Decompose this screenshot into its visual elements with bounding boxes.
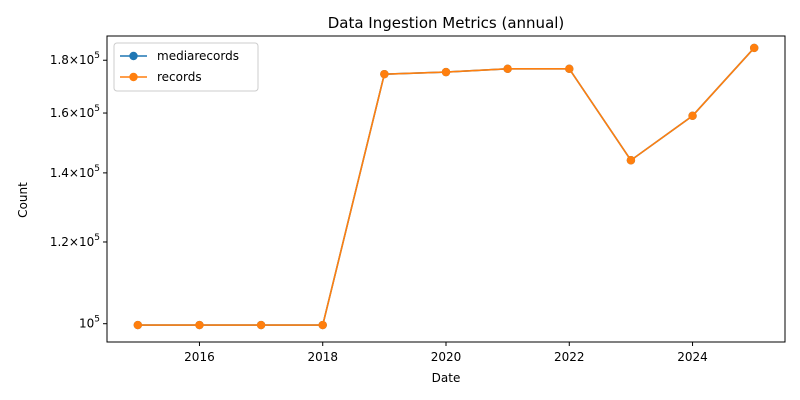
x-tick-label-3: 2022 xyxy=(554,350,585,364)
y-tick-label-0: 105 xyxy=(79,315,100,331)
y-tick-label-3: 1.6×105 xyxy=(50,104,100,120)
y-tick-label-1: 1.2×105 xyxy=(50,233,100,249)
legend-marker-mediarecords xyxy=(129,51,138,61)
legend: mediarecords records xyxy=(113,42,259,92)
legend-entry-records: records xyxy=(120,70,202,84)
y-axis-label: Count xyxy=(16,182,30,218)
x-tick-label-4: 2024 xyxy=(677,350,708,364)
y-tick-label-2: 1.4×105 xyxy=(50,164,100,180)
point-records-2017 xyxy=(256,320,266,330)
point-records-2024 xyxy=(688,111,697,121)
x-axis: 2016 2018 2020 2022 2024 xyxy=(184,342,708,364)
point-records-2016 xyxy=(195,320,204,330)
series-layer xyxy=(133,43,759,330)
point-records-2019 xyxy=(380,69,389,79)
point-records-2018 xyxy=(318,320,327,330)
point-records-2023 xyxy=(626,156,636,165)
point-records-2015 xyxy=(133,320,143,330)
point-records-2021 xyxy=(503,64,512,73)
chart-title: Data Ingestion Metrics (annual) xyxy=(328,14,565,32)
x-tick-label-2: 2020 xyxy=(431,350,462,364)
legend-entry-mediarecords: mediarecords xyxy=(120,49,239,63)
series-records xyxy=(133,43,759,330)
point-records-2025 xyxy=(749,43,759,53)
x-axis-label: Date xyxy=(432,371,461,385)
legend-label-records: records xyxy=(157,70,202,84)
point-records-2022 xyxy=(565,64,574,73)
y-tick-label-4: 1.8×105 xyxy=(50,51,100,67)
x-tick-label-0: 2016 xyxy=(184,350,215,364)
legend-box xyxy=(113,42,259,92)
point-records-2020 xyxy=(441,67,451,77)
x-tick-label-1: 2018 xyxy=(307,350,338,364)
legend-label-mediarecords: mediarecords xyxy=(157,49,239,63)
y-axis: 105 1.2×105 1.4×105 1.6×105 1.8×105 xyxy=(50,51,107,331)
legend-marker-records xyxy=(129,72,138,82)
